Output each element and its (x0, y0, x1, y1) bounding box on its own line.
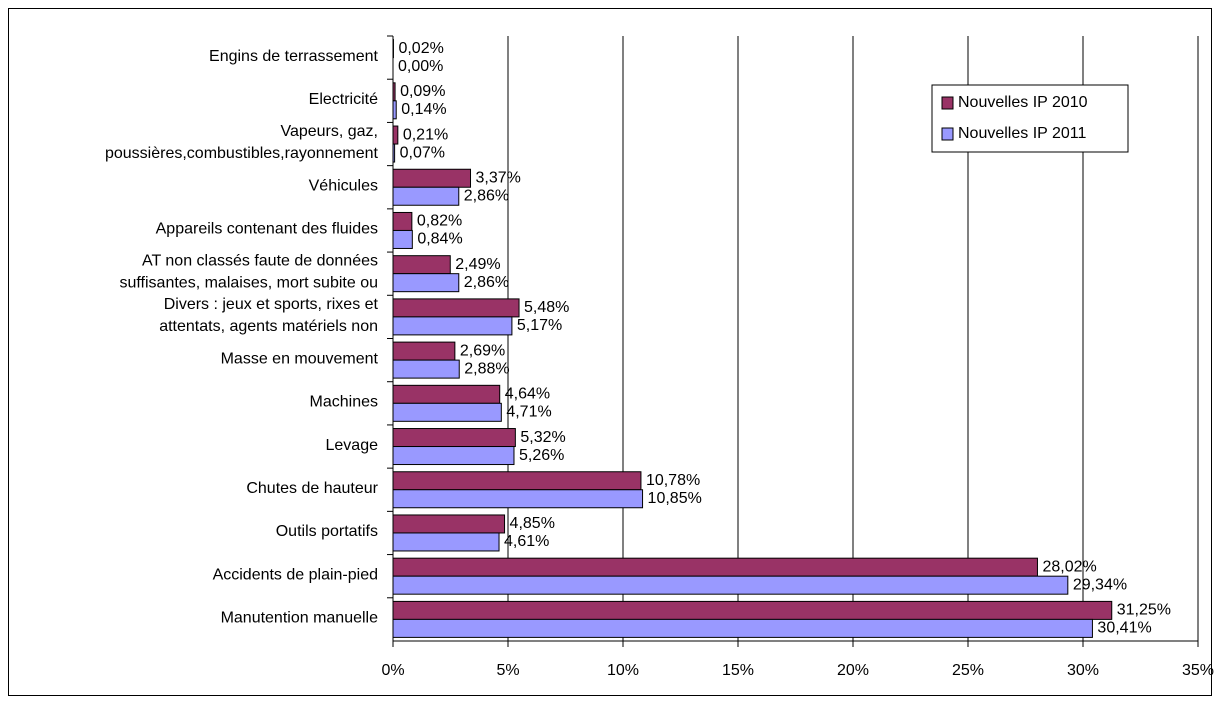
y-tick-label: AT non classés faute de données suffisant… (120, 253, 379, 292)
y-tick-label: Véhicules (309, 177, 378, 194)
y-tick-label: Chutes de hauteur (246, 480, 378, 497)
value-label: 2,86% (464, 187, 509, 204)
value-label: 2,86% (464, 274, 509, 291)
value-label: 0,02% (398, 40, 443, 57)
value-label: 0,07% (400, 144, 445, 161)
value-label: 2,49% (455, 256, 500, 273)
bar (392, 471, 642, 491)
y-tick-label: Masse en mouvement (221, 350, 379, 367)
value-label: 5,17% (517, 317, 562, 334)
bar (392, 341, 456, 361)
bar (392, 100, 397, 120)
bar (392, 446, 515, 466)
y-tick-label: Engins de terrassement (209, 48, 379, 65)
value-label: 10,85% (648, 490, 702, 507)
x-tick-label: 15% (722, 662, 754, 679)
x-tick-label: 0% (381, 662, 404, 679)
value-label: 10,78% (646, 472, 700, 489)
value-label: 31,25% (1117, 602, 1171, 619)
bar (392, 428, 516, 448)
bar (392, 168, 472, 188)
bar (392, 359, 460, 379)
bar (392, 255, 451, 275)
y-tick-label: Levage (326, 437, 379, 454)
x-tick-label: 10% (607, 662, 639, 679)
y-tick-label: Outils portatifs (276, 523, 378, 540)
y-tick-label: Divers : jeux et sports, rixes et attenta… (159, 296, 378, 335)
bar (392, 600, 1113, 620)
value-label: 0,84% (417, 231, 462, 248)
x-tick-label: 5% (496, 662, 519, 679)
value-label: 0,82% (417, 213, 462, 230)
value-label: 28,02% (1042, 558, 1096, 575)
value-label: 4,85% (510, 515, 555, 532)
legend-swatch (941, 127, 954, 141)
y-tick-label: Vapeurs, gaz, poussières,combustibles,ray… (105, 123, 379, 162)
value-label: 4,71% (506, 404, 551, 421)
bar (392, 575, 1069, 595)
bar (392, 402, 502, 422)
bar (392, 489, 644, 509)
bar (392, 186, 460, 206)
value-label: 4,64% (505, 386, 550, 403)
legend-label: Nouvelles IP 2011 (958, 125, 1086, 142)
bar (392, 298, 520, 318)
bar (392, 557, 1038, 577)
bar (392, 229, 413, 249)
bar (392, 143, 396, 163)
value-label: 4,61% (504, 533, 549, 550)
bar (392, 384, 501, 404)
y-tick-label: Electricité (309, 91, 378, 108)
x-tick-label: 20% (837, 662, 869, 679)
value-label: 29,34% (1073, 576, 1127, 593)
value-label: 5,32% (520, 429, 565, 446)
value-label: 5,26% (519, 447, 564, 464)
value-label: 30,41% (1097, 620, 1151, 637)
bar (392, 273, 460, 293)
bar (392, 211, 413, 231)
x-tick-label: 30% (1067, 662, 1099, 679)
value-label: 3,37% (476, 169, 521, 186)
bar (392, 316, 513, 336)
bar (392, 514, 506, 534)
y-tick-label: Machines (310, 394, 378, 411)
value-label: 0,14% (401, 101, 446, 118)
bar (392, 532, 500, 552)
y-tick-label: Accidents de plain-pied (213, 566, 378, 583)
value-label: 2,69% (460, 342, 505, 359)
x-tick-label: 35% (1182, 662, 1214, 679)
x-tick-label: 25% (952, 662, 984, 679)
value-label: 5,48% (524, 299, 569, 316)
y-tick-label: Manutention manuelle (221, 610, 379, 627)
bar (392, 125, 399, 145)
value-label: 0,09% (400, 83, 445, 100)
value-label: 0,00% (398, 58, 443, 75)
bar (392, 82, 396, 102)
legend-label: Nouvelles IP 2010 (958, 94, 1088, 111)
value-label: 2,88% (464, 360, 509, 377)
legend-box (931, 84, 1129, 153)
value-label: 0,21% (403, 126, 448, 143)
legend-swatch (941, 96, 954, 110)
y-tick-label: Appareils contenant des fluides (156, 221, 378, 238)
bar (392, 618, 1093, 638)
